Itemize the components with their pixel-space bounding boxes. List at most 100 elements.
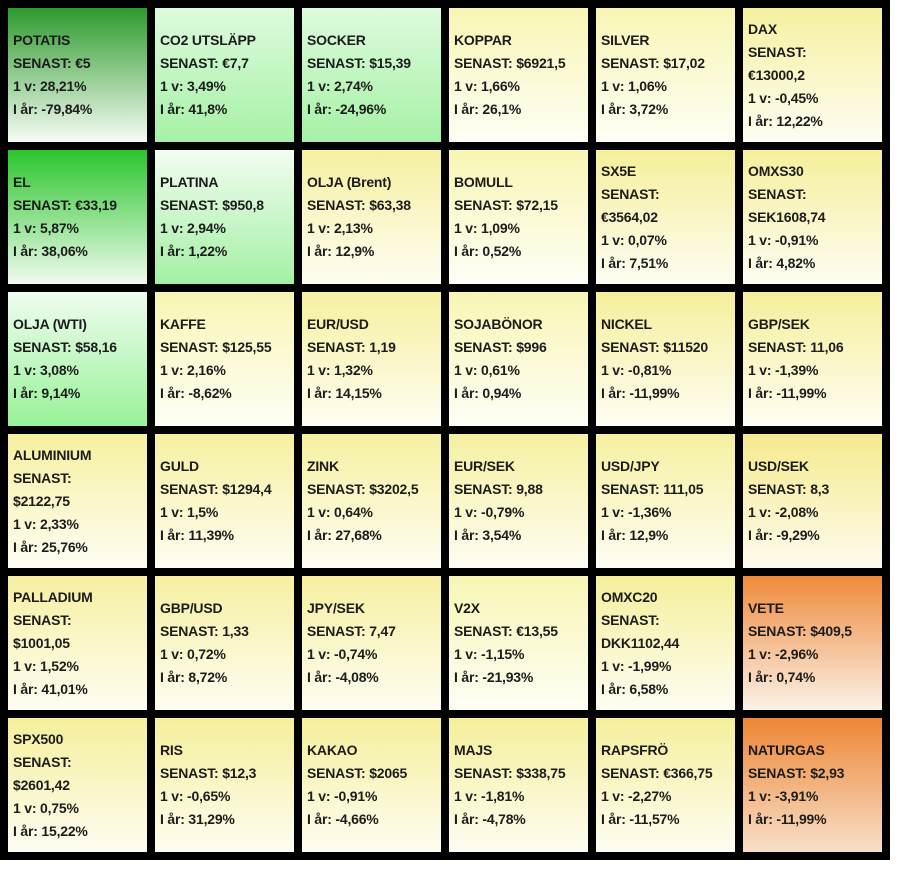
week-change-line: 1 v: 1,5% bbox=[160, 504, 219, 520]
market-tile: GBP/USD SENAST: 1,33 1 v: 0,72% I år: 8,… bbox=[155, 576, 294, 710]
ytd-change-line: I år: 41,8% bbox=[160, 101, 228, 117]
market-tile: OLJA (WTI) SENAST: $58,16 1 v: 3,08% I å… bbox=[8, 292, 147, 426]
week-change-line: 1 v: -2,08% bbox=[748, 504, 819, 520]
last-price-line: SENAST: €13,55 bbox=[454, 623, 558, 639]
last-price-line: SENAST: €5 bbox=[13, 55, 91, 71]
instrument-name: EUR/SEK bbox=[454, 458, 515, 474]
last-price-line: SENAST: $1294,4 bbox=[160, 481, 272, 497]
ytd-change-line: I år: 3,54% bbox=[454, 527, 522, 543]
instrument-name: OMXS30 bbox=[748, 162, 804, 179]
last-price-line: SENAST: $338,75 bbox=[454, 765, 566, 781]
market-tile: KAKAO SENAST: $2065 1 v: -0,91% I år: -4… bbox=[302, 718, 441, 852]
week-change-line: 1 v: -0,79% bbox=[454, 504, 525, 520]
instrument-name: OMXC20 bbox=[601, 588, 658, 605]
market-tile: JPY/SEK SENAST: 7,47 1 v: -0,74% I år: -… bbox=[302, 576, 441, 710]
last-price-line: SENAST: $2065 bbox=[307, 765, 408, 781]
ytd-change-line: I år: 8,72% bbox=[160, 669, 228, 685]
ytd-change-line: I år: 26,1% bbox=[454, 101, 522, 117]
last-price-line: SENAST: €13000,2 bbox=[748, 43, 807, 83]
last-price-line: SENAST: SEK1608,74 bbox=[748, 185, 826, 225]
week-change-line: 1 v: -0,91% bbox=[307, 788, 378, 804]
instrument-name: VETE bbox=[748, 600, 784, 616]
market-tile: RIS SENAST: $12,3 1 v: -0,65% I år: 31,2… bbox=[155, 718, 294, 852]
market-tile: EL SENAST: €33,19 1 v: 5,87% I år: 38,06… bbox=[8, 150, 147, 284]
week-change-line: 1 v: 1,06% bbox=[601, 78, 667, 94]
instrument-name: POTATIS bbox=[13, 32, 71, 48]
week-change-line: 1 v: 2,13% bbox=[307, 220, 373, 236]
market-tile: PALLADIUM SENAST: $1001,05 1 v: 1,52% I … bbox=[8, 576, 147, 710]
market-tile: DAX SENAST: €13000,2 1 v: -0,45% I år: 1… bbox=[743, 8, 882, 142]
week-change-line: 1 v: 1,09% bbox=[454, 220, 520, 236]
week-change-line: 1 v: 1,32% bbox=[307, 362, 373, 378]
ytd-change-line: I år: 12,22% bbox=[748, 112, 823, 129]
ytd-change-line: I år: -21,93% bbox=[454, 669, 534, 685]
week-change-line: 1 v: 3,49% bbox=[160, 78, 226, 94]
last-price-line: SENAST: 9,88 bbox=[454, 481, 543, 497]
last-price-line: SENAST: $125,55 bbox=[160, 339, 272, 355]
instrument-name: DAX bbox=[748, 20, 777, 37]
instrument-name: KAFFE bbox=[160, 316, 206, 332]
last-price-line: SENAST: 1,33 bbox=[160, 623, 249, 639]
market-tile: VETE SENAST: $409,5 1 v: -2,96% I år: 0,… bbox=[743, 576, 882, 710]
last-price-line: SENAST: €7,7 bbox=[160, 55, 249, 71]
ytd-change-line: I år: 11,39% bbox=[160, 527, 234, 543]
week-change-line: 1 v: 28,21% bbox=[13, 78, 87, 94]
last-price-line: SENAST: $63,38 bbox=[307, 197, 411, 213]
ytd-change-line: I år: 12,9% bbox=[307, 243, 375, 259]
ytd-change-line: I år: -4,66% bbox=[307, 811, 379, 827]
week-change-line: 1 v: -1,36% bbox=[601, 504, 672, 520]
instrument-name: CO2 UTSLÄPP bbox=[160, 32, 256, 48]
instrument-name: GBP/SEK bbox=[748, 316, 810, 332]
market-tile: SOCKER SENAST: $15,39 1 v: 2,74% I år: -… bbox=[302, 8, 441, 142]
ytd-change-line: I år: -24,96% bbox=[307, 101, 387, 117]
last-price-line: SENAST: $1001,05 bbox=[13, 611, 72, 651]
instrument-name: PALLADIUM bbox=[13, 588, 93, 605]
instrument-name: PLATINA bbox=[160, 174, 219, 190]
week-change-line: 1 v: 0,64% bbox=[307, 504, 373, 520]
ytd-change-line: I år: 4,82% bbox=[748, 254, 816, 271]
market-tile: RAPSFRÖ SENAST: €366,75 1 v: -2,27% I år… bbox=[596, 718, 735, 852]
last-price-line: SENAST: $6921,5 bbox=[454, 55, 566, 71]
instrument-name: V2X bbox=[454, 600, 480, 616]
instrument-name: RAPSFRÖ bbox=[601, 742, 669, 758]
instrument-name: GULD bbox=[160, 458, 199, 474]
ytd-change-line: I år: -8,62% bbox=[160, 385, 232, 401]
week-change-line: 1 v: -0,91% bbox=[748, 231, 819, 248]
last-price-line: SENAST: $409,5 bbox=[748, 623, 852, 639]
instrument-name: RIS bbox=[160, 742, 183, 758]
market-tile: BOMULL SENAST: $72,15 1 v: 1,09% I år: 0… bbox=[449, 150, 588, 284]
market-tile: OMXS30 SENAST: SEK1608,74 1 v: -0,91% I … bbox=[743, 150, 882, 284]
last-price-line: SENAST: $950,8 bbox=[160, 197, 264, 213]
week-change-line: 1 v: 2,74% bbox=[307, 78, 373, 94]
week-change-line: 1 v: -2,96% bbox=[748, 646, 819, 662]
market-tile: ALUMINIUM SENAST: $2122,75 1 v: 2,33% I … bbox=[8, 434, 147, 568]
market-tile: OLJA (Brent) SENAST: $63,38 1 v: 2,13% I… bbox=[302, 150, 441, 284]
week-change-line: 1 v: 2,16% bbox=[160, 362, 226, 378]
market-tile: EUR/USD SENAST: 1,19 1 v: 1,32% I år: 14… bbox=[302, 292, 441, 426]
market-tile: SX5E SENAST: €3564,02 1 v: 0,07% I år: 7… bbox=[596, 150, 735, 284]
market-heatmap-grid: POTATIS SENAST: €5 1 v: 28,21% I år: -79… bbox=[0, 0, 890, 860]
ytd-change-line: I år: -11,99% bbox=[601, 385, 680, 401]
last-price-line: SENAST: $996 bbox=[454, 339, 547, 355]
week-change-line: 1 v: -1,15% bbox=[454, 646, 525, 662]
last-price-line: SENAST: $15,39 bbox=[307, 55, 411, 71]
last-price-line: SENAST: 11,06 bbox=[748, 339, 844, 355]
last-price-line: SENAST: $2,93 bbox=[748, 765, 845, 781]
instrument-name: NICKEL bbox=[601, 316, 652, 332]
instrument-name: BOMULL bbox=[454, 174, 513, 190]
instrument-name: ZINK bbox=[307, 458, 339, 474]
instrument-name: KOPPAR bbox=[454, 32, 512, 48]
ytd-change-line: I år: 3,72% bbox=[601, 101, 669, 117]
ytd-change-line: I år: 15,22% bbox=[13, 822, 88, 839]
market-tile: SPX500 SENAST: $2601,42 1 v: 0,75% I år:… bbox=[8, 718, 147, 852]
week-change-line: 1 v: 2,33% bbox=[13, 515, 79, 532]
week-change-line: 1 v: 5,87% bbox=[13, 220, 79, 236]
week-change-line: 1 v: 0,61% bbox=[454, 362, 520, 378]
instrument-name: ALUMINIUM bbox=[13, 446, 92, 463]
ytd-change-line: I år: 9,14% bbox=[13, 385, 81, 401]
ytd-change-line: I år: 0,52% bbox=[454, 243, 522, 259]
market-tile: MAJS SENAST: $338,75 1 v: -1,81% I år: -… bbox=[449, 718, 588, 852]
market-tile: GBP/SEK SENAST: 11,06 1 v: -1,39% I år: … bbox=[743, 292, 882, 426]
ytd-change-line: I år: 12,9% bbox=[601, 527, 669, 543]
ytd-change-line: I år: 25,76% bbox=[13, 538, 88, 555]
